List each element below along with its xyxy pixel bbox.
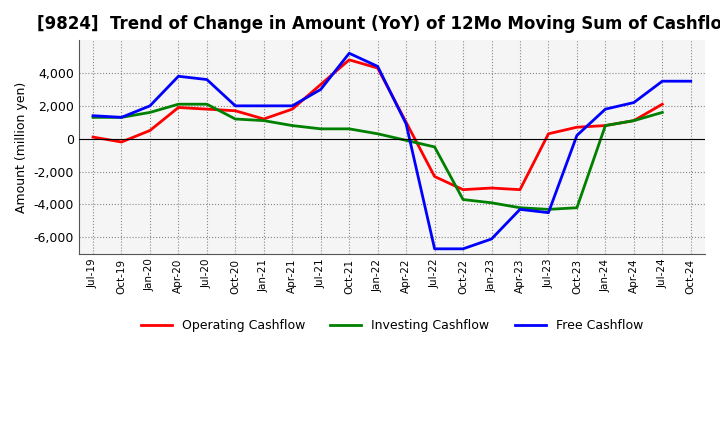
Investing Cashflow: [288, 123, 297, 128]
Line: Free Cashflow: Free Cashflow: [93, 53, 690, 249]
Legend: Operating Cashflow, Investing Cashflow, Free Cashflow: Operating Cashflow, Investing Cashflow, …: [135, 314, 648, 337]
Operating Cashflow: [259, 116, 268, 121]
Operating Cashflow: [516, 187, 524, 192]
Investing Cashflow: [374, 131, 382, 136]
Investing Cashflow: [231, 116, 240, 121]
Investing Cashflow: [259, 118, 268, 123]
Operating Cashflow: [288, 106, 297, 112]
Operating Cashflow: [316, 82, 325, 87]
Operating Cashflow: [174, 105, 183, 110]
Investing Cashflow: [145, 110, 154, 115]
Operating Cashflow: [345, 57, 354, 62]
Investing Cashflow: [487, 200, 496, 205]
Operating Cashflow: [487, 185, 496, 191]
Operating Cashflow: [145, 128, 154, 133]
Free Cashflow: [516, 207, 524, 212]
Free Cashflow: [601, 106, 610, 112]
Investing Cashflow: [202, 102, 211, 107]
Operating Cashflow: [629, 118, 638, 123]
Operating Cashflow: [544, 131, 553, 136]
Title: [9824]  Trend of Change in Amount (YoY) of 12Mo Moving Sum of Cashflows: [9824] Trend of Change in Amount (YoY) o…: [37, 15, 720, 33]
Line: Investing Cashflow: Investing Cashflow: [93, 104, 662, 209]
Operating Cashflow: [374, 66, 382, 71]
Free Cashflow: [259, 103, 268, 109]
Investing Cashflow: [89, 115, 97, 120]
Free Cashflow: [231, 103, 240, 109]
Investing Cashflow: [544, 207, 553, 212]
Free Cashflow: [89, 113, 97, 118]
Operating Cashflow: [572, 125, 581, 130]
Investing Cashflow: [345, 126, 354, 132]
Free Cashflow: [658, 79, 667, 84]
Investing Cashflow: [117, 115, 126, 120]
Operating Cashflow: [231, 108, 240, 114]
Free Cashflow: [459, 246, 467, 252]
Investing Cashflow: [459, 197, 467, 202]
Free Cashflow: [117, 115, 126, 120]
Free Cashflow: [629, 100, 638, 105]
Free Cashflow: [288, 103, 297, 109]
Investing Cashflow: [516, 205, 524, 210]
Free Cashflow: [431, 246, 439, 252]
Operating Cashflow: [402, 120, 410, 125]
Investing Cashflow: [601, 123, 610, 128]
Investing Cashflow: [174, 102, 183, 107]
Free Cashflow: [544, 210, 553, 215]
Free Cashflow: [686, 79, 695, 84]
Operating Cashflow: [459, 187, 467, 192]
Free Cashflow: [316, 87, 325, 92]
Investing Cashflow: [316, 126, 325, 132]
Free Cashflow: [174, 73, 183, 79]
Investing Cashflow: [431, 144, 439, 150]
Investing Cashflow: [629, 118, 638, 123]
Operating Cashflow: [89, 135, 97, 140]
Investing Cashflow: [572, 205, 581, 210]
Free Cashflow: [487, 236, 496, 242]
Operating Cashflow: [658, 102, 667, 107]
Free Cashflow: [202, 77, 211, 82]
Operating Cashflow: [431, 174, 439, 179]
Investing Cashflow: [402, 138, 410, 143]
Line: Operating Cashflow: Operating Cashflow: [93, 60, 662, 190]
Operating Cashflow: [601, 123, 610, 128]
Free Cashflow: [145, 103, 154, 109]
Operating Cashflow: [202, 106, 211, 112]
Free Cashflow: [572, 133, 581, 138]
Free Cashflow: [402, 121, 410, 127]
Y-axis label: Amount (million yen): Amount (million yen): [15, 81, 28, 213]
Operating Cashflow: [117, 139, 126, 145]
Free Cashflow: [345, 51, 354, 56]
Free Cashflow: [374, 64, 382, 69]
Investing Cashflow: [658, 110, 667, 115]
